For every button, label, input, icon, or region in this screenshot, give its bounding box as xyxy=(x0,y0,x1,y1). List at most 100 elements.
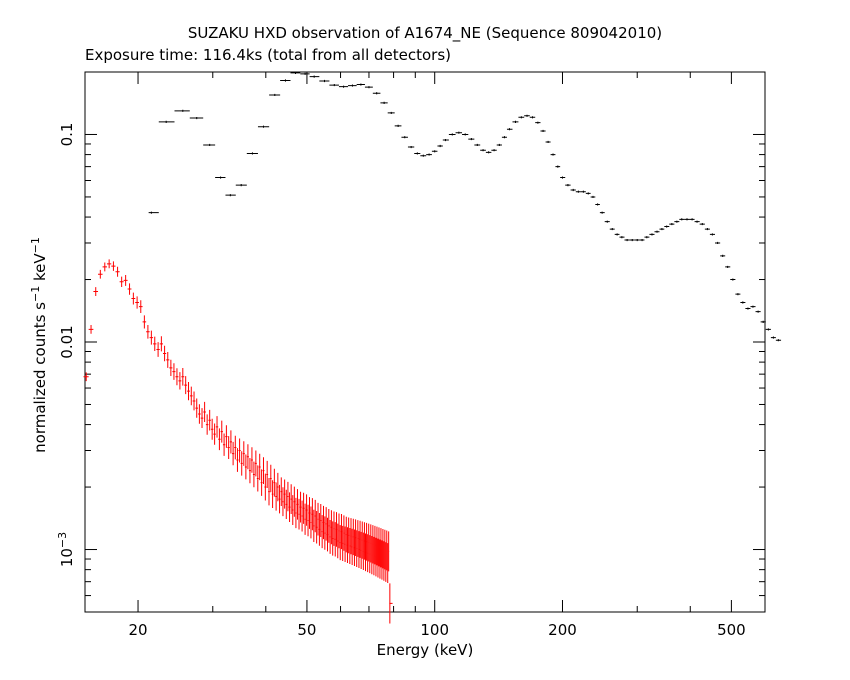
data-point xyxy=(750,305,756,308)
data-point xyxy=(285,489,288,519)
data-point xyxy=(131,292,136,305)
data-point xyxy=(250,447,253,473)
data-point xyxy=(290,484,292,514)
data-point xyxy=(380,101,388,104)
data-point xyxy=(545,140,551,144)
data-point xyxy=(232,441,235,466)
data-point xyxy=(765,328,771,331)
data-point xyxy=(123,274,128,286)
data-point xyxy=(313,509,315,542)
data-point xyxy=(361,521,363,559)
data-point xyxy=(565,184,571,187)
data-point xyxy=(264,473,267,501)
data-point xyxy=(198,404,201,424)
data-point xyxy=(468,138,475,141)
data-point xyxy=(343,515,345,551)
data-point xyxy=(269,464,272,493)
data-point xyxy=(360,531,362,570)
data-point xyxy=(305,494,308,526)
data-point xyxy=(142,315,147,329)
data-point xyxy=(324,516,326,550)
data-point xyxy=(349,528,351,564)
data-point xyxy=(709,233,715,236)
data-point xyxy=(401,136,408,139)
y-axis-label-exp1: −1 xyxy=(29,286,42,302)
x-tick-label: 20 xyxy=(128,621,147,639)
data-point xyxy=(386,530,388,571)
data-point xyxy=(770,336,776,339)
data-point xyxy=(364,86,373,89)
y-tick-label-exp: −3 xyxy=(56,532,69,548)
data-point xyxy=(372,92,381,95)
data-point xyxy=(730,278,736,281)
data-point xyxy=(266,460,269,489)
data-point xyxy=(192,391,196,411)
data-point xyxy=(353,529,356,566)
data-point xyxy=(301,500,303,532)
data-point xyxy=(384,529,386,570)
data-point xyxy=(320,504,322,537)
x-axis-ticks: 20 50 100 200 500 xyxy=(128,72,746,639)
data-point xyxy=(200,408,204,428)
data-point xyxy=(195,398,199,418)
data-point xyxy=(639,238,645,242)
data-point xyxy=(98,269,103,279)
data-point xyxy=(93,287,99,296)
data-point xyxy=(146,325,150,339)
data-point xyxy=(437,144,443,148)
data-point xyxy=(775,339,782,342)
data-point xyxy=(325,507,327,541)
data-point xyxy=(175,368,179,386)
data-point xyxy=(356,83,365,86)
data-point xyxy=(372,525,374,564)
data-point xyxy=(367,534,369,573)
y-axis-ticks: 0.1 0.01 10−3 xyxy=(56,123,765,597)
data-point xyxy=(172,363,176,380)
data-point xyxy=(431,150,438,153)
data-point xyxy=(246,444,249,470)
data-point xyxy=(158,120,175,123)
data-point xyxy=(258,453,261,481)
data-point xyxy=(83,372,89,382)
data-point xyxy=(322,505,325,540)
data-point xyxy=(694,220,700,223)
data-point xyxy=(135,296,139,309)
data-point xyxy=(394,124,402,127)
data-point xyxy=(388,531,390,572)
data-point xyxy=(329,519,331,554)
data-point xyxy=(227,436,230,459)
x-tick-label: 500 xyxy=(717,621,746,639)
data-point xyxy=(311,498,314,531)
data-point xyxy=(252,461,255,488)
data-point xyxy=(345,516,347,553)
data-point xyxy=(315,511,318,544)
data-point xyxy=(348,84,357,87)
data-point xyxy=(570,188,576,192)
data-point xyxy=(248,458,251,484)
data-point xyxy=(317,502,319,536)
data-point xyxy=(111,261,116,271)
data-point xyxy=(474,143,481,147)
data-point xyxy=(679,218,685,221)
data-point xyxy=(518,116,525,119)
data-point xyxy=(235,184,247,187)
x-tick-label: 50 xyxy=(297,621,316,639)
data-point xyxy=(271,480,274,508)
data-point xyxy=(234,435,237,460)
y-tick-label: 10−3 xyxy=(56,532,76,567)
data-point xyxy=(378,527,380,567)
data-point xyxy=(755,310,761,313)
data-point xyxy=(506,128,513,131)
data-point xyxy=(280,477,283,507)
data-point xyxy=(298,498,300,530)
data-point xyxy=(106,259,112,269)
data-point xyxy=(348,517,350,554)
data-point xyxy=(550,153,556,156)
data-point xyxy=(380,528,382,568)
data-point xyxy=(246,152,258,155)
data-point xyxy=(115,266,120,277)
data-point xyxy=(187,381,190,401)
data-point xyxy=(169,359,173,377)
data-point xyxy=(310,506,312,539)
data-point xyxy=(629,238,635,242)
